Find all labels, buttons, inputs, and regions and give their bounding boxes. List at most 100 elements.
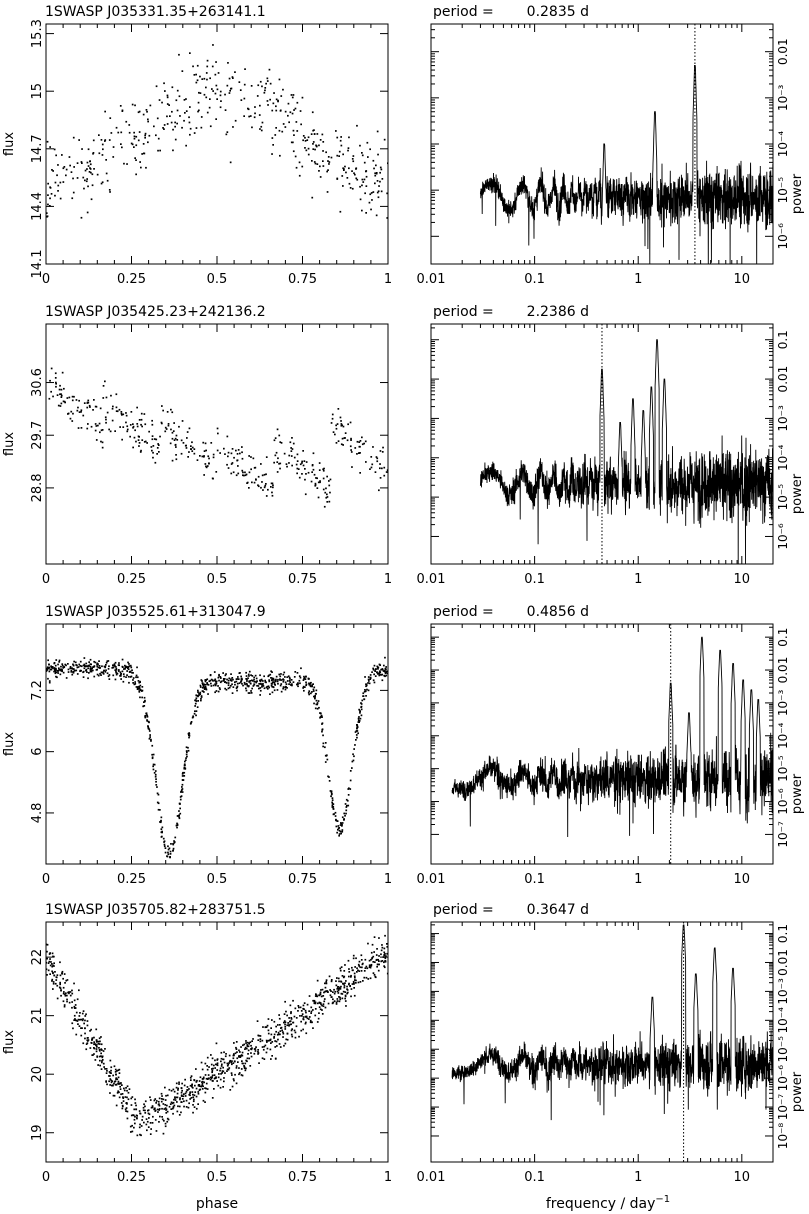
data-point <box>318 1006 321 1008</box>
data-point <box>211 65 214 68</box>
data-point <box>178 95 181 98</box>
data-point <box>185 144 187 147</box>
data-point <box>184 1095 187 1097</box>
data-point <box>151 449 153 452</box>
data-point <box>204 1087 206 1089</box>
data-point <box>69 666 72 668</box>
data-point <box>106 1070 108 1072</box>
data-point <box>236 689 238 692</box>
data-point <box>316 979 319 982</box>
data-point <box>372 668 375 671</box>
data-point <box>144 423 147 426</box>
data-point <box>303 1002 306 1004</box>
data-point <box>300 1029 303 1032</box>
data-point <box>152 451 154 454</box>
data-point <box>149 1099 152 1101</box>
data-point <box>171 110 173 113</box>
data-point <box>352 980 355 983</box>
data-point <box>79 665 82 667</box>
data-point <box>233 456 235 459</box>
data-point <box>259 80 262 83</box>
data-point <box>138 1110 141 1112</box>
data-point <box>306 1017 309 1020</box>
data-point <box>59 983 61 986</box>
data-point <box>336 423 339 425</box>
data-point <box>70 671 73 673</box>
data-point <box>277 100 279 103</box>
x-tick-label: 10 <box>734 272 751 287</box>
data-point <box>253 680 256 683</box>
data-point <box>319 1008 322 1011</box>
data-point <box>71 989 73 992</box>
data-point <box>88 661 90 663</box>
data-point <box>51 963 53 965</box>
data-point <box>90 1028 92 1031</box>
data-point <box>302 139 304 142</box>
data-point <box>375 959 378 961</box>
data-point <box>344 1000 347 1002</box>
data-point <box>170 1101 173 1104</box>
data-point <box>302 679 305 681</box>
data-point <box>283 1020 286 1022</box>
data-point <box>101 1049 103 1051</box>
data-point <box>157 1111 159 1113</box>
data-point <box>181 775 184 777</box>
data-point <box>177 1089 179 1091</box>
data-point <box>371 957 373 960</box>
y-tick-label: 0.1 <box>776 628 790 647</box>
data-point <box>290 679 293 681</box>
data-point <box>313 161 316 163</box>
data-point <box>200 126 203 129</box>
data-point <box>199 92 202 94</box>
data-point <box>279 462 282 465</box>
data-point <box>190 721 193 723</box>
data-point <box>274 437 277 439</box>
data-point <box>212 44 214 46</box>
data-point <box>153 438 156 440</box>
data-point <box>219 94 222 97</box>
data-point <box>350 988 353 990</box>
data-point <box>185 98 187 100</box>
data-point <box>242 1044 244 1047</box>
data-point <box>203 691 205 693</box>
data-point <box>180 439 183 442</box>
data-point <box>365 212 367 214</box>
data-point <box>319 991 322 994</box>
data-point <box>336 986 339 988</box>
data-point <box>71 1001 73 1003</box>
data-point <box>251 1040 253 1042</box>
data-point <box>242 471 244 474</box>
data-point <box>195 710 198 712</box>
data-point <box>245 687 247 690</box>
data-point <box>58 659 61 662</box>
data-point <box>291 112 294 115</box>
data-point <box>197 689 199 692</box>
data-point <box>330 980 333 983</box>
data-point <box>115 667 118 670</box>
data-point <box>143 152 145 155</box>
data-point <box>116 672 119 675</box>
data-point <box>376 460 379 463</box>
data-point <box>83 663 86 666</box>
data-point <box>47 667 50 669</box>
data-point <box>330 990 332 992</box>
data-point <box>63 973 66 975</box>
data-point <box>100 429 103 432</box>
data-point <box>123 162 125 165</box>
data-point <box>198 1084 201 1086</box>
data-point <box>254 112 256 115</box>
data-point <box>322 160 324 162</box>
data-point <box>339 996 341 999</box>
data-point <box>288 1017 290 1019</box>
data-point <box>353 755 355 758</box>
data-point <box>180 452 183 455</box>
data-point <box>99 1049 101 1052</box>
data-point <box>220 1060 222 1063</box>
data-point <box>146 715 149 718</box>
data-point <box>116 1070 118 1072</box>
data-point <box>328 163 330 165</box>
data-point <box>247 1049 250 1052</box>
data-point <box>316 707 319 710</box>
power-axis-label: power <box>790 773 805 814</box>
data-point <box>119 673 122 676</box>
